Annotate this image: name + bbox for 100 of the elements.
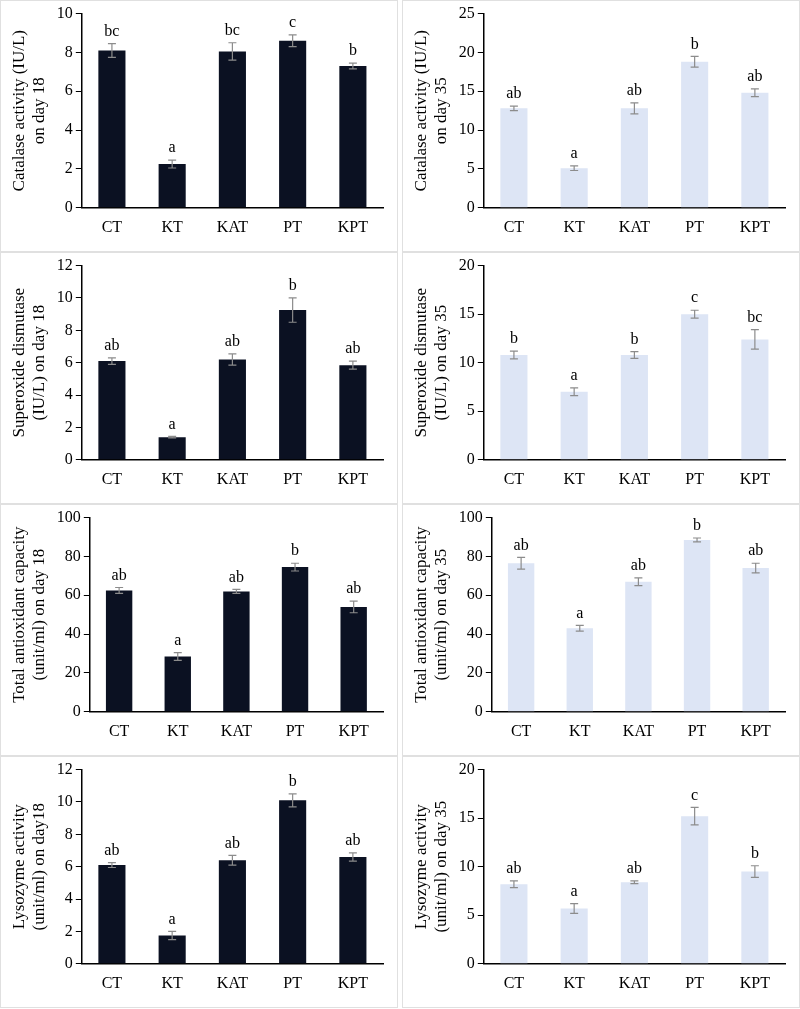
x-tick-label: PT [283,973,303,991]
y-tick-label: 10 [56,3,73,21]
bar [339,365,367,460]
x-tick-label: KT [167,721,189,739]
data-label: b [690,34,699,52]
data-label: b [630,329,639,347]
data-label: bc [224,20,240,38]
data-label: b [288,772,297,790]
x-tick-label: KAT [618,973,651,991]
x-tick-label: KT [563,469,586,487]
bar [620,108,648,208]
bar [105,590,133,712]
y-tick-label: 6 [64,81,73,99]
x-tick-label: PT [283,469,303,487]
y-tick-label: 10 [458,352,475,370]
bar [223,591,250,712]
x-tick-label: KT [161,469,184,487]
y-tick-label: 0 [474,702,483,719]
x-tick-label: CT [101,469,123,487]
bar [742,568,769,712]
y-tick-label: 8 [64,42,73,60]
bar [620,882,648,964]
y-tick-label: 20 [64,663,81,681]
x-tick-label: KAT [216,469,249,487]
bar [620,354,648,460]
bar [98,865,126,964]
data-label: ab [630,556,646,574]
data-label: c [691,785,699,803]
data-label: b [291,541,300,559]
x-tick-label: KT [161,217,184,235]
bar [279,40,307,208]
bar [158,935,186,964]
y-tick-label: 100 [56,507,81,525]
y-axis-title: Lysozyme activity (unit/ml) on day18 [8,802,49,931]
bar [681,314,709,460]
y-tick-label: 6 [64,856,73,874]
x-tick-label: PT [283,217,303,235]
y-tick-label: 8 [64,824,73,842]
x-tick-label: KPT [337,469,369,487]
x-tick-label: KT [563,973,586,991]
data-label: ab [506,84,522,102]
y-tick-label: 0 [466,450,475,467]
bar [340,606,367,712]
bar [560,908,588,964]
data-label: ab [224,833,240,851]
bar [339,856,367,964]
y-tick-label: 20 [458,255,475,273]
bar [279,800,307,964]
x-tick-label: KPT [338,721,370,739]
y-tick-label: 8 [64,320,73,338]
data-label: ab [506,858,522,876]
bar [281,567,309,712]
x-tick-label: CT [510,721,532,739]
data-label: ab [513,535,529,553]
data-label: ab [345,831,361,849]
x-tick-label: PT [687,721,707,739]
y-tick-label: 15 [458,304,475,322]
data-label: ab [111,565,127,583]
bar [158,437,186,460]
y-axis-title: Catalase activity (IU/L) on day 18 [8,29,49,192]
bar [741,92,769,208]
data-label: ab [104,840,120,858]
y-tick-label: 100 [458,507,483,525]
bar [98,361,126,460]
bar [98,50,126,208]
data-label: ab [748,541,764,559]
data-label: ab [104,336,120,354]
y-tick-label: 15 [458,81,475,99]
y-tick-label: 6 [64,352,73,370]
data-label: a [570,366,578,384]
x-tick-label: CT [101,973,123,991]
data-label: ab [626,81,642,99]
x-tick-label: PT [685,217,705,235]
bar [741,339,769,460]
y-tick-label: 4 [64,889,73,907]
x-tick-label: CT [503,217,525,235]
y-tick-label: 12 [56,759,73,777]
y-tick-label: 5 [466,905,475,923]
bar [500,108,528,208]
data-label: b [348,41,357,59]
x-tick-label: KPT [739,973,771,991]
y-tick-label: 60 [64,585,81,603]
y-tick-label: 20 [458,759,475,777]
bar [560,168,588,208]
y-tick-label: 0 [64,198,73,215]
x-tick-label: PT [285,721,305,739]
y-tick-label: 5 [466,401,475,419]
bar [681,61,709,208]
x-tick-label: KAT [622,721,655,739]
data-label: b [750,843,759,861]
y-tick-label: 0 [72,702,81,719]
y-tick-label: 10 [56,288,73,306]
bar [218,51,246,208]
y-tick-label: 25 [458,3,475,21]
data-label: b [509,329,518,347]
y-tick-label: 4 [64,120,73,138]
bar [566,628,593,712]
y-tick-label: 2 [64,159,73,177]
data-label: ab [747,67,763,85]
y-tick-label: 20 [458,42,475,60]
